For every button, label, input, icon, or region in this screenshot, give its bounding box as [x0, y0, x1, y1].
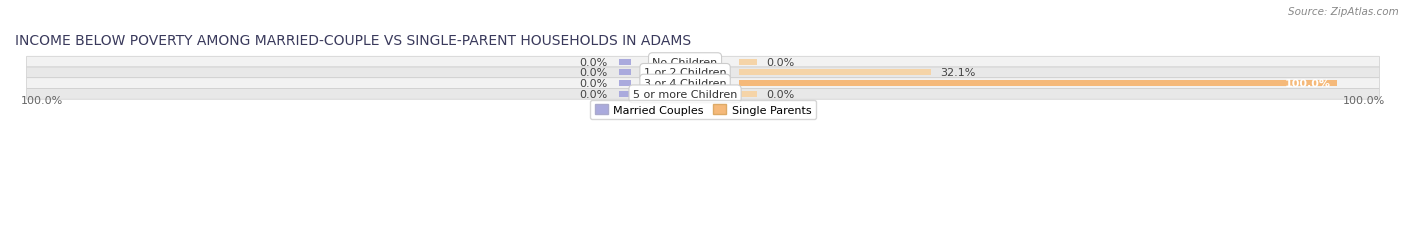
Bar — [619, 91, 631, 97]
Bar — [740, 59, 756, 65]
Text: No Children: No Children — [652, 57, 717, 67]
Text: 100.0%: 100.0% — [1285, 79, 1331, 89]
Bar — [619, 59, 631, 65]
FancyBboxPatch shape — [27, 89, 1379, 100]
FancyBboxPatch shape — [27, 57, 1379, 68]
Text: 5 or more Children: 5 or more Children — [633, 89, 737, 99]
Text: 3 or 4 Children: 3 or 4 Children — [644, 79, 727, 89]
Text: Source: ZipAtlas.com: Source: ZipAtlas.com — [1288, 7, 1399, 17]
FancyBboxPatch shape — [27, 78, 1379, 89]
Text: 1 or 2 Children: 1 or 2 Children — [644, 68, 727, 78]
Text: INCOME BELOW POVERTY AMONG MARRIED-COUPLE VS SINGLE-PARENT HOUSEHOLDS IN ADAMS: INCOME BELOW POVERTY AMONG MARRIED-COUPL… — [15, 33, 692, 47]
Legend: Married Couples, Single Parents: Married Couples, Single Parents — [591, 100, 815, 120]
Bar — [740, 70, 931, 76]
Text: 0.0%: 0.0% — [766, 89, 794, 99]
Text: 0.0%: 0.0% — [766, 57, 794, 67]
FancyBboxPatch shape — [27, 68, 1379, 78]
Bar — [619, 81, 631, 87]
Text: 0.0%: 0.0% — [579, 68, 607, 78]
Text: 0.0%: 0.0% — [579, 57, 607, 67]
Text: 0.0%: 0.0% — [579, 79, 607, 89]
Bar — [619, 70, 631, 76]
Text: 100.0%: 100.0% — [1343, 96, 1385, 106]
Text: 0.0%: 0.0% — [579, 89, 607, 99]
Bar — [740, 91, 756, 97]
Text: 100.0%: 100.0% — [21, 96, 63, 106]
Text: 32.1%: 32.1% — [941, 68, 976, 78]
Bar — [740, 81, 1337, 87]
